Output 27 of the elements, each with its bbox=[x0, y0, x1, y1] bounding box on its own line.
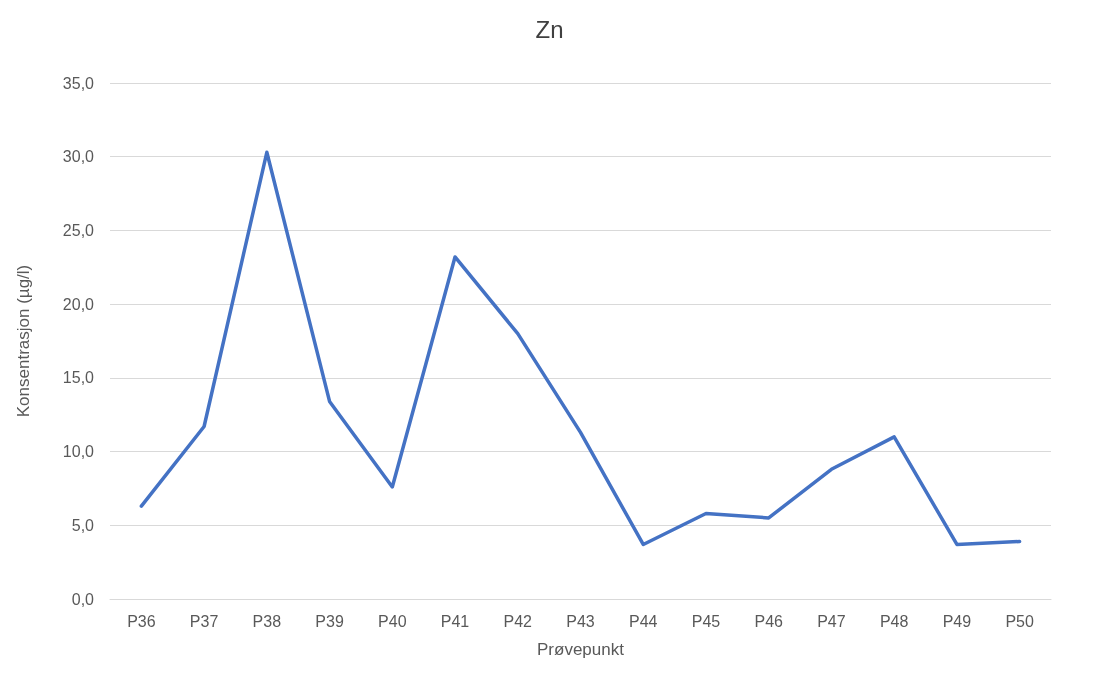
x-tick-label: P49 bbox=[942, 612, 972, 630]
y-tick-label: 20,0 bbox=[62, 295, 95, 313]
x-tick-label: P47 bbox=[817, 612, 846, 630]
x-tick-label: P46 bbox=[754, 612, 784, 630]
x-tick-label: P40 bbox=[378, 612, 407, 630]
y-axis-title: Konsentrasjon (µg/l) bbox=[14, 264, 33, 418]
y-tick-label: 25,0 bbox=[62, 221, 95, 239]
x-tick-label: P44 bbox=[629, 612, 658, 630]
y-tick-label: 30,0 bbox=[62, 148, 95, 166]
line-series bbox=[139, 150, 1022, 547]
x-tick-label: P38 bbox=[252, 612, 282, 630]
x-tick-label: P39 bbox=[315, 612, 344, 630]
x-tick-label: P42 bbox=[503, 612, 533, 630]
x-tick-label: P50 bbox=[1005, 612, 1034, 630]
x-axis-title: Prøvepunkt bbox=[537, 640, 625, 659]
y-tick-label: 10,0 bbox=[62, 443, 95, 461]
x-tick-label: P45 bbox=[691, 612, 721, 630]
y-tick-label: 15,0 bbox=[62, 369, 95, 387]
chart-title: Zn bbox=[535, 15, 564, 43]
x-tick-label: P36 bbox=[127, 612, 156, 630]
x-tick-label: P37 bbox=[189, 612, 219, 630]
y-tick-label: 0,0 bbox=[71, 590, 95, 608]
x-tick-label: P48 bbox=[879, 612, 909, 630]
y-tick-label: 35,0 bbox=[62, 74, 95, 92]
x-tick-label: P43 bbox=[566, 612, 595, 630]
y-tick-label: 5,0 bbox=[71, 516, 95, 534]
x-tick-label: P41 bbox=[440, 612, 470, 630]
